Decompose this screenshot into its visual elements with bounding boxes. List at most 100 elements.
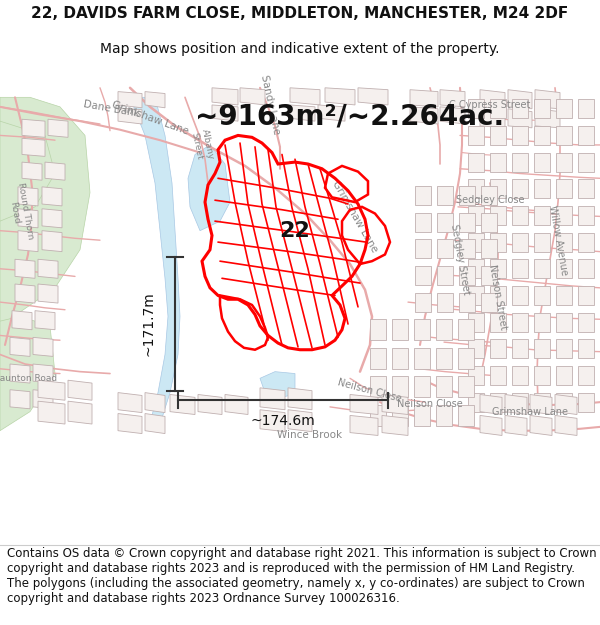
Polygon shape <box>370 348 386 369</box>
Text: Naunton Road: Naunton Road <box>0 374 57 382</box>
Polygon shape <box>534 339 550 358</box>
Text: ~9163m²/~2.264ac.: ~9163m²/~2.264ac. <box>196 102 505 131</box>
Polygon shape <box>22 119 45 138</box>
Text: C Cypress Street: C Cypress Street <box>449 100 530 110</box>
Polygon shape <box>480 109 505 127</box>
Polygon shape <box>556 152 572 172</box>
Polygon shape <box>318 105 345 121</box>
Polygon shape <box>118 92 142 108</box>
Text: ~174.6m: ~174.6m <box>251 414 316 428</box>
Polygon shape <box>458 319 474 340</box>
Polygon shape <box>534 259 550 278</box>
Polygon shape <box>468 152 484 172</box>
Polygon shape <box>288 410 312 432</box>
Polygon shape <box>556 392 572 412</box>
Polygon shape <box>0 316 55 431</box>
Polygon shape <box>512 99 528 118</box>
Polygon shape <box>188 145 230 231</box>
Polygon shape <box>10 338 30 356</box>
Polygon shape <box>38 380 65 400</box>
Polygon shape <box>118 392 142 412</box>
Polygon shape <box>392 376 408 398</box>
Polygon shape <box>33 364 53 383</box>
Polygon shape <box>145 92 165 108</box>
Polygon shape <box>578 366 594 385</box>
Polygon shape <box>530 394 552 414</box>
Polygon shape <box>578 392 594 412</box>
Polygon shape <box>481 186 497 205</box>
Polygon shape <box>556 179 572 198</box>
Text: Sedgley Street: Sedgley Street <box>449 223 471 296</box>
Polygon shape <box>437 186 453 205</box>
Polygon shape <box>556 99 572 118</box>
Polygon shape <box>437 292 453 312</box>
Polygon shape <box>578 179 594 198</box>
Polygon shape <box>508 109 532 127</box>
Polygon shape <box>468 259 484 278</box>
Polygon shape <box>480 90 505 109</box>
Polygon shape <box>490 392 506 412</box>
Polygon shape <box>392 405 408 426</box>
Polygon shape <box>15 284 35 303</box>
Polygon shape <box>437 213 453 232</box>
Polygon shape <box>555 394 577 414</box>
Polygon shape <box>459 266 475 285</box>
Text: Willow Avenue: Willow Avenue <box>547 204 569 276</box>
Polygon shape <box>490 286 506 305</box>
Polygon shape <box>436 405 452 426</box>
Polygon shape <box>414 405 430 426</box>
Polygon shape <box>414 319 430 340</box>
Polygon shape <box>534 366 550 385</box>
Polygon shape <box>38 259 58 278</box>
Polygon shape <box>490 339 506 358</box>
Polygon shape <box>15 259 35 278</box>
Polygon shape <box>468 392 484 412</box>
Polygon shape <box>512 259 528 278</box>
Text: Round Thorn
Road: Round Thorn Road <box>5 182 35 242</box>
Polygon shape <box>260 388 285 410</box>
Polygon shape <box>288 388 312 410</box>
Polygon shape <box>556 259 572 278</box>
Polygon shape <box>481 239 497 258</box>
Polygon shape <box>0 98 90 326</box>
Polygon shape <box>212 88 238 105</box>
Polygon shape <box>130 98 180 431</box>
Polygon shape <box>458 348 474 369</box>
Polygon shape <box>512 286 528 305</box>
Polygon shape <box>10 364 30 383</box>
Polygon shape <box>459 292 475 312</box>
Text: Contains OS data © Crown copyright and database right 2021. This information is : Contains OS data © Crown copyright and d… <box>7 547 597 604</box>
Polygon shape <box>578 286 594 305</box>
Text: 22: 22 <box>280 221 310 241</box>
Polygon shape <box>68 401 92 424</box>
Polygon shape <box>556 206 572 225</box>
Text: 22, DAVIDS FARM CLOSE, MIDDLETON, MANCHESTER, M24 2DF: 22, DAVIDS FARM CLOSE, MIDDLETON, MANCHE… <box>31 6 569 21</box>
Polygon shape <box>410 107 438 124</box>
Polygon shape <box>534 392 550 412</box>
Polygon shape <box>512 152 528 172</box>
Polygon shape <box>556 286 572 305</box>
Polygon shape <box>22 138 45 156</box>
Polygon shape <box>556 366 572 385</box>
Polygon shape <box>578 339 594 358</box>
Polygon shape <box>42 209 62 228</box>
Polygon shape <box>481 213 497 232</box>
Polygon shape <box>556 232 572 252</box>
Polygon shape <box>414 376 430 398</box>
Polygon shape <box>490 152 506 172</box>
Polygon shape <box>145 392 165 412</box>
Polygon shape <box>35 311 55 330</box>
Polygon shape <box>578 126 594 145</box>
Polygon shape <box>12 311 32 330</box>
Polygon shape <box>370 376 386 398</box>
Polygon shape <box>468 126 484 145</box>
Text: Grimshaw Lane: Grimshaw Lane <box>110 100 190 137</box>
Polygon shape <box>18 187 38 206</box>
Polygon shape <box>468 179 484 198</box>
Polygon shape <box>415 213 431 232</box>
Polygon shape <box>415 266 431 285</box>
Polygon shape <box>198 394 222 414</box>
Polygon shape <box>556 312 572 332</box>
Polygon shape <box>578 206 594 225</box>
Polygon shape <box>118 107 142 124</box>
